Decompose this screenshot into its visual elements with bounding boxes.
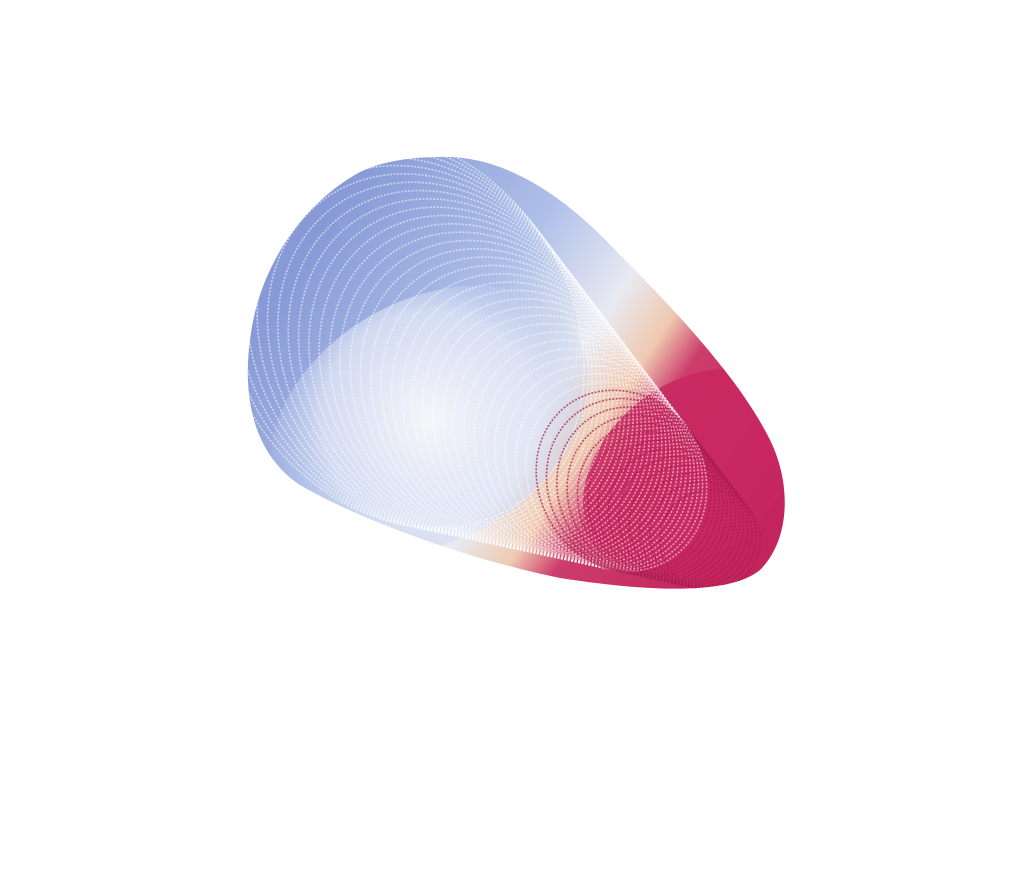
- contour-ring: [442, 314, 675, 561]
- contour-ring: [556, 406, 720, 577]
- contour-ring: [473, 339, 688, 565]
- contour-rings: [247, 156, 761, 589]
- contour-ring: [607, 447, 741, 584]
- contour-ring: [617, 455, 745, 585]
- contour-ring: [380, 264, 651, 552]
- contour-ring: [628, 464, 749, 587]
- contour-ring: [659, 489, 761, 589]
- surface: [247, 156, 785, 589]
- contour-ring: [483, 347, 692, 567]
- contour-ring: [318, 214, 626, 543]
- contour-ring: [545, 397, 716, 575]
- contour-ring: [390, 272, 655, 554]
